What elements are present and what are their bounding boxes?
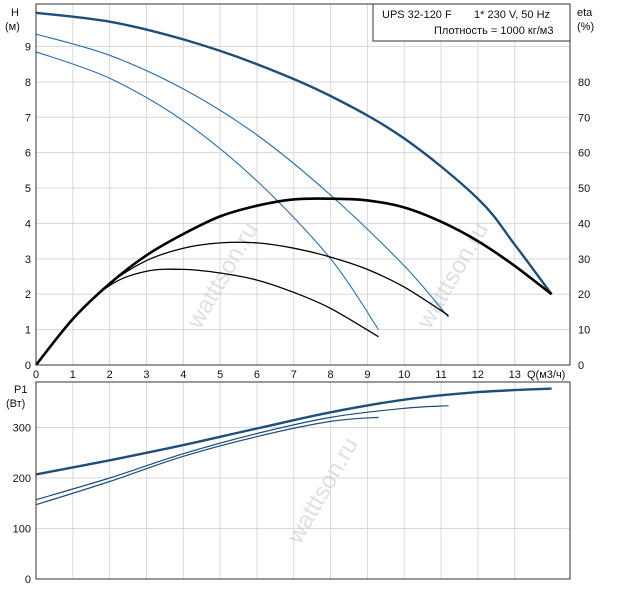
x-tick-label: 6 [254, 369, 260, 381]
y-left-tick-label: 9 [25, 41, 31, 53]
y-left-tick-label: 5 [25, 183, 31, 195]
x-tick-label: 10 [398, 369, 410, 381]
top-plot-curves [34, 11, 553, 366]
header-box-frame [372, 3, 571, 42]
y-left-tick-label: 8 [25, 77, 31, 89]
x-tick-label: 13 [509, 369, 521, 381]
x-tick-label: 4 [180, 369, 186, 381]
watermark-text-middle: watttson.ru [411, 218, 494, 334]
y-right-tick-label: 80 [578, 77, 590, 89]
power-axis-unit: (Вт) [6, 398, 25, 410]
head-curve-speed-1 [35, 51, 379, 330]
y-right-tick-label: 50 [578, 183, 590, 195]
power-curve-speed-2 [35, 405, 449, 501]
power-axis-label: P1 [14, 384, 27, 396]
power-curve-speed-1 [35, 416, 379, 506]
power-curve-speed-3 [35, 387, 552, 476]
bottom-axis-labels: P1 (Вт) [6, 384, 27, 410]
fluid-density: Плотность = 1000 кг/м3 [434, 25, 553, 37]
y-right-tick-label: 30 [578, 254, 590, 266]
y-right-tick-label: 40 [578, 218, 590, 230]
pump-model: UPS 32-120 F [382, 9, 452, 21]
head-curve-speed-3 [35, 11, 553, 295]
x-tick-label: 9 [364, 369, 370, 381]
efficiency-curve-speed-3 [34, 197, 553, 366]
y-left-tick-label: 2 [25, 289, 31, 301]
efficiency-curve-speed-2 [35, 241, 449, 366]
x-tick-label: 0 [33, 369, 39, 381]
header-box: UPS 32-120 F 1* 230 V, 50 Hz Плотность =… [372, 3, 571, 42]
x-tick-label: 2 [107, 369, 113, 381]
x-tick-label: 3 [143, 369, 149, 381]
y-right-axis-label: eta [577, 7, 593, 19]
y-right-tick-label: 0 [578, 360, 584, 372]
y-left-axis-unit: (м) [5, 21, 20, 33]
power-tick-label: 200 [13, 473, 31, 485]
power-tick-label: 300 [13, 422, 31, 434]
y-right-tick-label: 10 [578, 325, 590, 337]
x-tick-label: 8 [328, 369, 334, 381]
y-left-tick-label: 3 [25, 254, 31, 266]
bottom-plot-curves [35, 387, 552, 506]
power-tick-label: 100 [13, 523, 31, 535]
x-axis-label: Q(м3/ч) [527, 369, 565, 381]
y-left-tick-label: 0 [25, 360, 31, 372]
watermark-text-top: watttson.ru [181, 218, 264, 334]
head-curve-speed-2 [35, 33, 449, 318]
bottom-plot-grid [35, 382, 570, 580]
y-left-tick-label: 1 [25, 325, 31, 337]
y-right-axis-unit: (%) [577, 21, 594, 33]
x-tick-label: 1 [70, 369, 76, 381]
pump-supply: 1* 230 V, 50 Hz [474, 9, 550, 21]
y-right-tick-label: 70 [578, 112, 590, 124]
x-tick-label: 7 [291, 369, 297, 381]
x-tick-label: 5 [217, 369, 223, 381]
x-tick-label: 11 [435, 369, 446, 381]
y-left-tick-label: 4 [25, 218, 31, 230]
bottom-plot-ticks: 0 100 200 300 [13, 422, 31, 586]
power-tick-label: 0 [25, 574, 31, 586]
top-plot-ticks: 0 1 2 3 4 5 6 7 8 9 10 11 12 130123456789010203040506… [25, 41, 590, 381]
y-right-tick-label: 60 [578, 148, 590, 160]
y-left-tick-label: 7 [25, 112, 31, 124]
y-right-tick-label: 20 [578, 289, 590, 301]
x-tick-label: 12 [472, 369, 484, 381]
top-axis-labels: H (м) eta (%) Q(м3/ч) [5, 7, 594, 381]
bottom-plot-frame [35, 381, 571, 580]
y-left-axis-label: H [11, 7, 19, 19]
efficiency-curve-speed-1 [35, 268, 379, 366]
y-left-tick-label: 6 [25, 148, 31, 160]
top-plot-grid [35, 4, 570, 366]
top-plot-frame [35, 3, 571, 366]
